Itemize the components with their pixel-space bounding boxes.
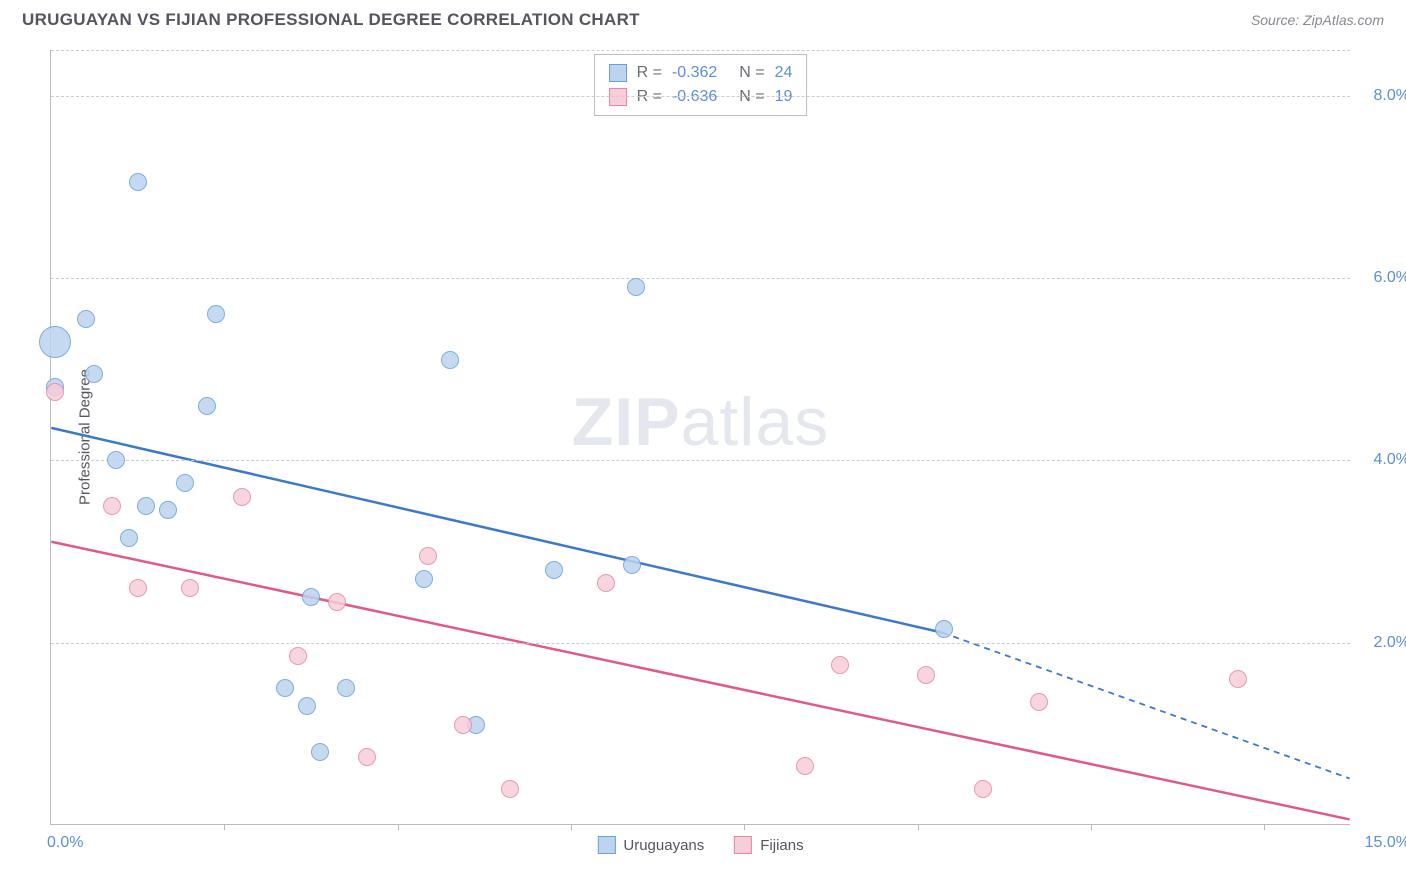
gridline (51, 278, 1350, 279)
series-swatch (597, 836, 615, 854)
data-point (289, 647, 307, 665)
x-tick (571, 824, 572, 830)
x-tick (918, 824, 919, 830)
stat-r-value: -0.362 (672, 61, 717, 85)
data-point (1030, 693, 1048, 711)
data-point (137, 497, 155, 515)
data-point (311, 743, 329, 761)
x-tick (1264, 824, 1265, 830)
x-tick (224, 824, 225, 830)
stats-row: R = -0.362 N = 24 (609, 61, 793, 85)
data-point (207, 305, 225, 323)
series-swatch (734, 836, 752, 854)
data-point (337, 679, 355, 697)
stat-n-label: N = (739, 61, 764, 85)
stat-n-label: N = (739, 85, 764, 109)
scatter-chart: Professional Degree ZIPatlas R = -0.362 N… (50, 50, 1350, 825)
legend-item: Uruguayans (597, 836, 704, 854)
data-point (39, 326, 71, 358)
data-point (796, 757, 814, 775)
data-point (831, 656, 849, 674)
data-point (276, 679, 294, 697)
header: URUGUAYAN VS FIJIAN PROFESSIONAL DEGREE … (0, 0, 1406, 36)
stats-row: R = -0.636 N = 19 (609, 85, 793, 109)
stats-legend: R = -0.362 N = 24 R = -0.636 N = 19 (594, 54, 808, 116)
data-point (129, 579, 147, 597)
x-tick (398, 824, 399, 830)
y-tick-label: 6.0% (1374, 269, 1406, 287)
trend-lines (51, 50, 1350, 824)
trendline (51, 542, 1349, 820)
gridline (51, 643, 1350, 644)
data-point (974, 780, 992, 798)
gridline (51, 460, 1350, 461)
data-point (77, 310, 95, 328)
legend-item: Fijians (734, 836, 803, 854)
stat-r-value: -0.636 (672, 85, 717, 109)
data-point (103, 497, 121, 515)
data-point (46, 383, 64, 401)
data-point (917, 666, 935, 684)
data-point (298, 697, 316, 715)
data-point (623, 556, 641, 574)
watermark: ZIPatlas (572, 383, 829, 461)
data-point (454, 716, 472, 734)
data-point (597, 574, 615, 592)
stat-n-value: 19 (775, 85, 793, 109)
data-point (129, 173, 147, 191)
chart-title: URUGUAYAN VS FIJIAN PROFESSIONAL DEGREE … (22, 10, 640, 30)
data-point (159, 501, 177, 519)
trendline (51, 428, 943, 633)
trendline-extension (943, 633, 1350, 779)
data-point (358, 748, 376, 766)
data-point (120, 529, 138, 547)
data-point (935, 620, 953, 638)
data-point (501, 780, 519, 798)
gridline (51, 50, 1350, 51)
data-point (107, 451, 125, 469)
data-point (627, 278, 645, 296)
legend-label: Fijians (760, 837, 803, 854)
data-point (545, 561, 563, 579)
data-point (415, 570, 433, 588)
data-point (328, 593, 346, 611)
y-tick-label: 4.0% (1374, 451, 1406, 469)
data-point (233, 488, 251, 506)
data-point (85, 365, 103, 383)
stat-r-label: R = (637, 61, 662, 85)
stat-r-label: R = (637, 85, 662, 109)
legend-label: Uruguayans (623, 837, 704, 854)
data-point (1229, 670, 1247, 688)
series-legend: Uruguayans Fijians (597, 836, 803, 854)
data-point (198, 397, 216, 415)
data-point (302, 588, 320, 606)
data-point (419, 547, 437, 565)
data-point (181, 579, 199, 597)
data-point (176, 474, 194, 492)
y-tick-label: 8.0% (1374, 87, 1406, 105)
series-swatch (609, 64, 627, 82)
x-axis-max-label: 15.0% (1365, 834, 1406, 852)
x-tick (1091, 824, 1092, 830)
x-axis-zero-label: 0.0% (47, 834, 83, 852)
data-point (441, 351, 459, 369)
gridline (51, 96, 1350, 97)
y-tick-label: 2.0% (1374, 634, 1406, 652)
series-swatch (609, 88, 627, 106)
source-attribution: Source: ZipAtlas.com (1251, 12, 1384, 28)
y-axis-title: Professional Degree (76, 369, 93, 505)
x-tick (744, 824, 745, 830)
stat-n-value: 24 (775, 61, 793, 85)
